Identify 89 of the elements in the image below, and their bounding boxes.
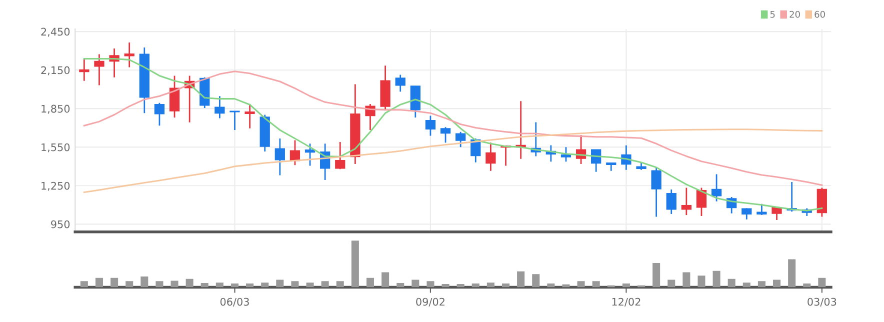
x-tick-label: 12/02 [612,298,640,307]
bar [652,262,660,288]
bar [306,282,314,288]
bar [622,283,630,288]
candlestick [696,187,707,217]
y-tick-label: 1,550 [42,143,70,152]
bar [336,281,344,288]
candlestick [651,166,662,218]
bar [126,281,134,288]
bar [682,272,690,288]
candlestick [742,208,752,220]
bar [698,276,706,288]
bar [396,283,404,288]
bar [668,280,676,288]
bar [261,282,269,288]
candlestick [244,103,255,130]
bar [246,283,254,288]
candlestick [395,74,406,92]
candlestick [79,58,90,82]
candlestick [274,138,285,176]
bar [442,284,450,288]
bar [351,240,359,288]
bar [321,281,329,288]
bar [140,276,148,288]
x-tick-label: 06/03 [220,298,249,307]
bar [502,283,510,288]
candlestick [410,86,420,118]
candlestick [214,95,225,119]
y-tick-label: 950 [51,220,70,228]
bar [577,281,585,288]
bar [412,280,420,288]
candlestick [681,187,692,216]
candlestick [94,54,104,86]
candlestick [591,149,602,173]
bar [426,281,434,288]
bar [156,281,164,288]
legend-label: 20 [790,10,800,18]
candlestick [440,126,451,144]
bar [803,283,811,288]
bar [472,283,480,288]
candlestick [335,141,346,170]
candlestick [560,146,572,162]
bar [818,278,826,288]
y-tick-label: 1,850 [42,104,70,114]
line-series [83,128,823,194]
x-tick-label: 09/02 [416,298,444,307]
bar [592,281,600,288]
bar [276,280,284,288]
bar [742,282,750,288]
legend-label: 60 [814,10,825,18]
candlestick [169,75,180,118]
bar [230,283,238,288]
bar [758,281,766,288]
y-tick-label: 1,250 [42,182,70,191]
candlestick [425,115,436,136]
bar [712,270,720,288]
bar [366,278,374,288]
candlestick [124,42,134,68]
bar [200,283,208,288]
bar [186,278,194,288]
bar [456,284,464,288]
bar [486,282,494,288]
candlestick [816,187,827,218]
candlestick [486,142,496,172]
bar [382,272,390,288]
candlestick [711,173,722,202]
bar [216,282,224,288]
bar [728,278,736,288]
candlestick [304,142,316,166]
bar [170,280,178,288]
bar [532,274,540,288]
candlestick [666,188,676,215]
bar [291,281,299,288]
bar [95,278,103,288]
bar [772,280,781,288]
legend-label: 5 [770,11,775,18]
bar [80,281,88,288]
candlestick [772,206,782,221]
candlestick [154,102,165,126]
line-series [83,70,823,186]
bar [547,283,555,288]
x-tick-label: 03/03 [808,298,836,307]
bar [517,271,525,288]
bar [788,259,796,288]
y-tick-label: 2,150 [41,66,70,76]
bar [110,278,118,288]
candlestick [456,131,466,148]
y-tick-label: 2,450 [41,28,70,37]
candlestick [230,110,240,131]
